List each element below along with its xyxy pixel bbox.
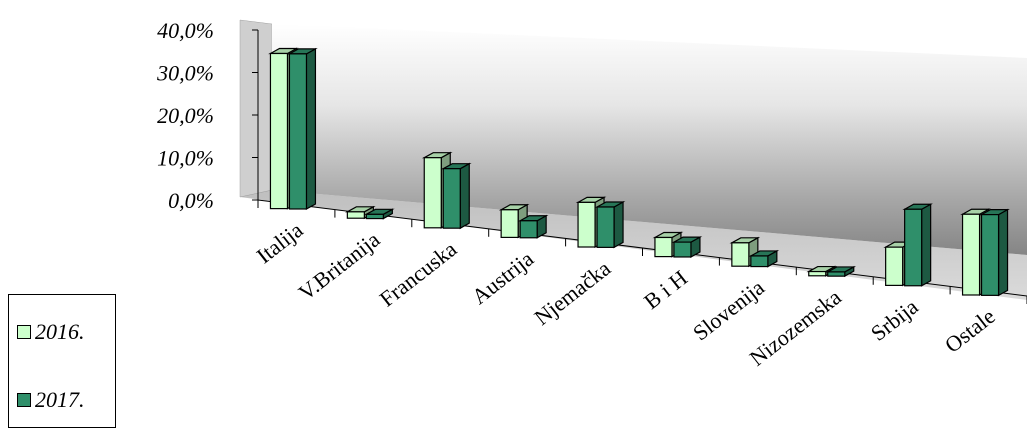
bar-front [750,255,769,268]
bar-srbija-2017 [902,203,933,287]
x-category-label: V.Britanija [294,226,385,305]
x-category-label: Ostale [940,303,1000,357]
y-tick-label: 20,0% [157,103,214,128]
bar-side [921,203,932,287]
x-category-label: Slovenija [688,274,769,345]
bar-front [827,271,846,277]
side-wall [239,19,273,198]
x-category-label: Austrija [467,246,538,309]
bar-front [673,241,692,258]
x-category-label: Srbija [866,294,923,346]
bar-slovenija-2017 [748,249,780,268]
x-category-label: Njemačka [529,255,615,330]
bar-italija-2017 [287,47,318,211]
bar-front [577,201,596,248]
bar-njemacka-2017 [594,200,626,249]
bar-front [980,214,1000,296]
bar-slovenija-2016 [729,236,761,268]
bar-b-i-h-2017 [671,236,703,258]
bar-front [442,168,461,229]
bar-front [904,208,923,287]
bar-side [305,47,317,211]
legend-label-2016: 2016. [35,319,85,344]
bar-front [500,209,519,239]
legend-swatch-2016 [17,325,31,339]
bar-front [596,206,615,248]
y-tick-label: 40,0% [157,18,214,43]
legend-item-2016: 2016. [17,319,85,345]
legend-label-2017: 2017. [35,387,85,412]
bar-front [365,213,384,220]
legend-item-2017: 2017. [17,387,85,413]
bar-side [613,200,624,249]
bar-front [269,52,289,210]
bar-front [885,246,904,286]
legend: 2016. 2017. [8,294,116,428]
y-tick-label: 30,0% [156,61,214,86]
y-tick-label: 10,0% [157,146,214,171]
bar-front [731,242,750,267]
bar-front [654,236,673,258]
bar-nizozemska-2017 [825,265,857,278]
bar-v-britanija-2017 [364,208,395,220]
x-category-label: Italija [252,217,308,268]
bar-austrija-2017 [517,214,549,239]
bar-front [346,211,365,219]
bar-ostale-2017 [979,208,1010,297]
bar-side [997,208,1009,297]
bar-front [961,213,981,296]
bar-front [423,157,442,229]
x-category-label: B i H [639,265,692,314]
bar-front [288,53,308,210]
bar-front [808,270,827,277]
bar-front [519,220,538,239]
bar-side [459,162,470,230]
y-tick-label: 0,0% [168,188,214,213]
legend-swatch-2017 [17,393,31,407]
bar-francuska-2017 [440,162,472,230]
x-category-label: Francuska [375,236,462,312]
